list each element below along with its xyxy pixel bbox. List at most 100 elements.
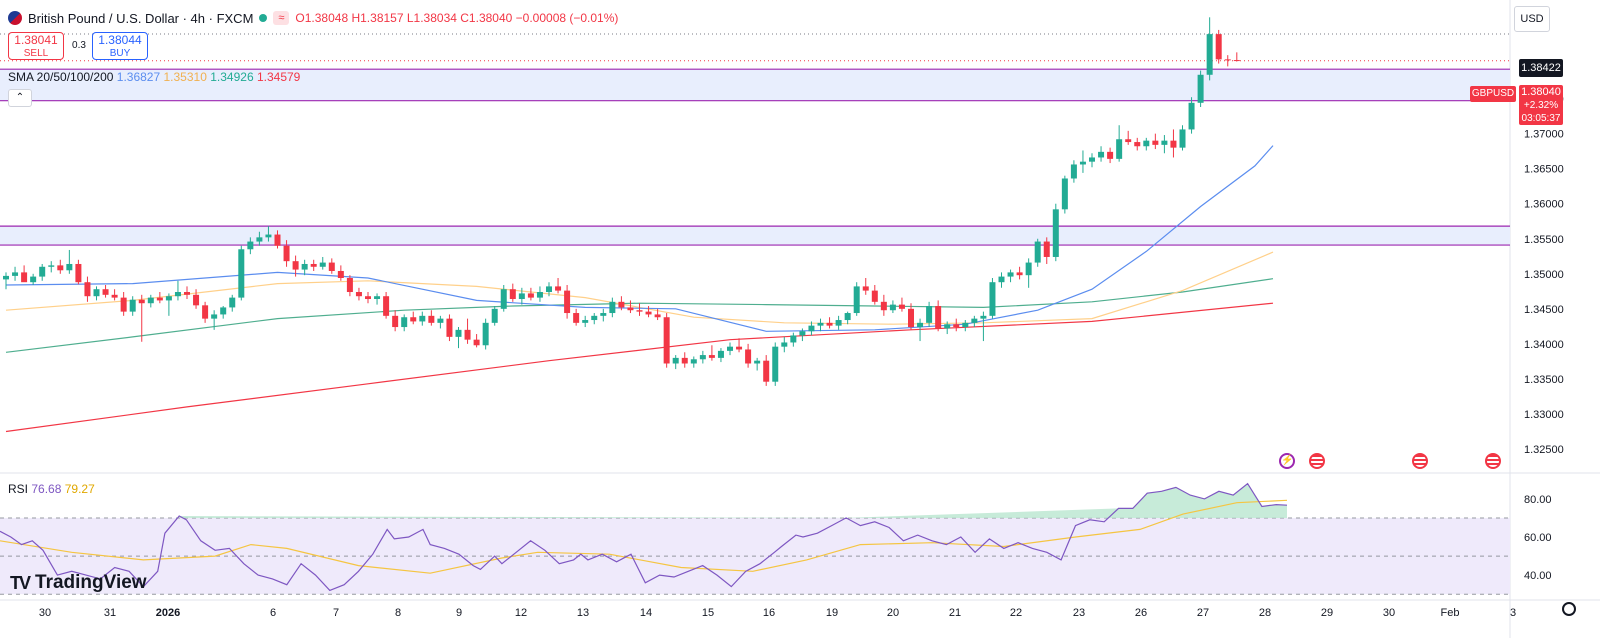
candle-body bbox=[1161, 140, 1168, 145]
candle-body bbox=[12, 272, 19, 276]
candle bbox=[202, 301, 209, 323]
candle bbox=[156, 292, 163, 304]
lightning-icon[interactable]: ⚡ bbox=[1279, 453, 1295, 469]
candle bbox=[256, 231, 263, 246]
candle-body bbox=[917, 322, 924, 328]
candle bbox=[790, 332, 797, 347]
candle-body bbox=[211, 314, 218, 319]
sma50-value: 1.35310 bbox=[163, 70, 207, 84]
candle bbox=[654, 308, 661, 321]
buy-button[interactable]: 1.38044 BUY bbox=[92, 32, 148, 60]
gear-icon[interactable] bbox=[1562, 602, 1576, 616]
candle bbox=[1079, 150, 1086, 173]
candle-body bbox=[717, 350, 724, 358]
chart-header: British Pound / U.S. Dollar · 4h · FXCM … bbox=[8, 8, 618, 28]
candle-body bbox=[174, 292, 181, 297]
candle bbox=[12, 266, 19, 281]
candle bbox=[917, 318, 924, 342]
candle bbox=[573, 308, 580, 326]
candle bbox=[211, 310, 218, 330]
rsi-legend[interactable]: RSI 76.68 79.27 bbox=[8, 482, 95, 496]
candle-body bbox=[926, 306, 933, 323]
candle-body bbox=[962, 322, 969, 328]
candle-body bbox=[708, 355, 715, 358]
candle bbox=[591, 313, 598, 325]
candle bbox=[500, 285, 507, 312]
candle-body bbox=[84, 282, 91, 297]
candle-body bbox=[1052, 209, 1059, 257]
candle-body bbox=[989, 282, 996, 316]
tradingview-logo[interactable]: TV TradingView bbox=[10, 572, 147, 594]
candle bbox=[1107, 147, 1114, 164]
candle-body bbox=[491, 308, 498, 323]
us-flag-icon[interactable] bbox=[1485, 453, 1501, 469]
candle-body bbox=[138, 299, 145, 304]
candle bbox=[292, 255, 299, 277]
candle bbox=[1152, 133, 1159, 150]
rsi-ma-line bbox=[0, 499, 1288, 574]
candle bbox=[247, 237, 254, 255]
candle-body bbox=[346, 277, 353, 293]
candle-body bbox=[609, 301, 616, 314]
candle bbox=[428, 310, 435, 326]
candle-body bbox=[654, 314, 661, 318]
time-tick-label: 8 bbox=[395, 607, 401, 619]
candle bbox=[1025, 258, 1032, 288]
time-tick-label: Feb bbox=[1441, 607, 1460, 619]
sell-button[interactable]: 1.38041 SELL bbox=[8, 32, 64, 60]
tradingview-wordmark: TradingView bbox=[35, 572, 147, 593]
candle-body bbox=[1143, 140, 1150, 147]
candle-body bbox=[573, 313, 580, 323]
candle bbox=[147, 294, 154, 308]
candle bbox=[708, 345, 715, 361]
candle-body bbox=[1215, 34, 1222, 60]
candle bbox=[229, 294, 236, 312]
collapse-legend-button[interactable]: ⌃ bbox=[8, 89, 32, 107]
symbol-title[interactable]: British Pound / U.S. Dollar · 4h · FXCM bbox=[28, 10, 254, 26]
candle bbox=[871, 285, 878, 305]
candle-body bbox=[111, 294, 118, 298]
candle-body bbox=[536, 292, 543, 298]
buy-price: 1.38044 bbox=[98, 33, 142, 47]
candle-body bbox=[953, 324, 960, 328]
candle-body bbox=[754, 360, 761, 364]
candle bbox=[745, 343, 752, 368]
close-value: C1.38040 bbox=[460, 11, 513, 25]
candle-body bbox=[229, 297, 236, 308]
candle bbox=[889, 300, 896, 314]
candle bbox=[862, 277, 869, 295]
data-wave-icon[interactable]: ≈ bbox=[273, 11, 290, 25]
last-change: +2.32% bbox=[1523, 100, 1559, 111]
rsi-tick-label: 40.00 bbox=[1524, 570, 1552, 582]
candle bbox=[772, 342, 779, 386]
time-tick-label: 22 bbox=[1010, 607, 1022, 619]
candle bbox=[383, 292, 390, 319]
candle-body bbox=[57, 265, 64, 271]
candle bbox=[1170, 129, 1177, 158]
us-flag-icon[interactable] bbox=[1309, 453, 1325, 469]
low-value: L1.38034 bbox=[406, 11, 457, 25]
sma-legend[interactable]: SMA 20/50/100/200 1.36827 1.35310 1.3492… bbox=[8, 70, 300, 84]
candle bbox=[835, 315, 842, 330]
candle-body bbox=[1179, 129, 1186, 148]
candle bbox=[138, 294, 145, 342]
candle bbox=[1143, 137, 1150, 151]
candle-body bbox=[699, 355, 706, 360]
candle bbox=[690, 356, 697, 368]
candle bbox=[781, 336, 788, 353]
candle bbox=[1206, 17, 1213, 81]
time-tick-label: 29 bbox=[1321, 607, 1333, 619]
candle-body bbox=[1016, 272, 1023, 276]
sma50-line bbox=[5, 251, 1274, 325]
price-tick-label: 1.36000 bbox=[1524, 199, 1564, 211]
open-value: O1.38048 bbox=[295, 11, 349, 25]
candle-body bbox=[1079, 161, 1086, 165]
us-flag-icon[interactable] bbox=[1412, 453, 1428, 469]
candle bbox=[174, 280, 181, 301]
candle-body bbox=[1170, 140, 1177, 148]
currency-button[interactable]: USD bbox=[1514, 6, 1550, 32]
candle-body bbox=[555, 286, 562, 291]
last-price: 1.38040 bbox=[1521, 86, 1561, 98]
candle bbox=[844, 311, 851, 325]
